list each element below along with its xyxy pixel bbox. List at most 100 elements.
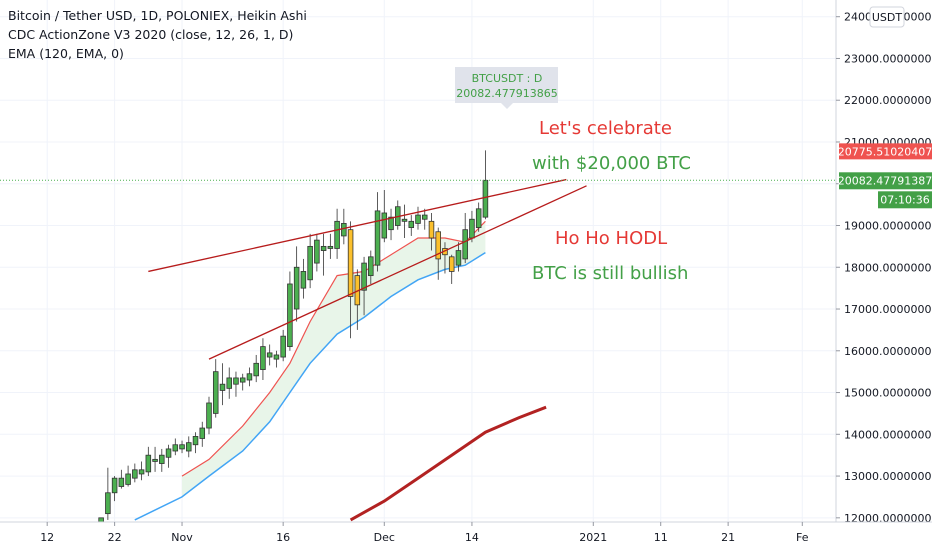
candle[interactable]: [475, 202, 482, 232]
candle[interactable]: [347, 221, 354, 339]
candle[interactable]: [368, 250, 374, 284]
candle-body: [105, 492, 111, 515]
candle[interactable]: [212, 359, 219, 418]
candle[interactable]: [361, 256, 367, 316]
candle[interactable]: [159, 448, 165, 472]
candle[interactable]: [428, 212, 435, 251]
trendline[interactable]: [208, 185, 587, 360]
candle-body: [293, 266, 300, 310]
candle-body: [219, 383, 226, 391]
x-tick-label: 12: [40, 531, 54, 544]
candle[interactable]: [266, 344, 273, 366]
candle-body: [287, 283, 293, 348]
candle-body: [118, 477, 125, 487]
candle[interactable]: [206, 396, 212, 435]
candle-body: [132, 469, 138, 479]
candle-body: [381, 212, 388, 239]
upper-price-tag: 20775.51020407: [838, 143, 932, 160]
candle[interactable]: [401, 204, 408, 239]
candle[interactable]: [395, 200, 401, 230]
candle[interactable]: [300, 258, 307, 299]
candle[interactable]: [179, 440, 185, 454]
candle[interactable]: [253, 354, 259, 383]
candle-body: [98, 517, 104, 523]
candle-body: [206, 402, 212, 429]
candle-body: [300, 271, 307, 289]
upper-price-label: 20775.51020407: [838, 145, 932, 158]
currency-button[interactable]: USDT: [869, 6, 905, 28]
x-tick-label: 2021: [579, 531, 607, 544]
legend-indicator-actionzone[interactable]: CDC ActionZone V3 2020 (close, 12, 26, 1…: [8, 27, 294, 42]
tooltip-value: 20082.477913865: [456, 87, 557, 100]
y-tick-label: 17000.00000000: [844, 303, 932, 316]
candle[interactable]: [334, 208, 340, 259]
candle[interactable]: [125, 465, 131, 487]
legend-indicator-ema[interactable]: EMA (120, EMA, 0): [8, 46, 124, 61]
candle[interactable]: [280, 329, 286, 362]
candle[interactable]: [287, 271, 293, 351]
candle[interactable]: [421, 208, 428, 230]
candle[interactable]: [388, 208, 394, 241]
candle[interactable]: [307, 233, 313, 289]
candle[interactable]: [320, 233, 327, 276]
candle-body: [469, 218, 475, 239]
candle[interactable]: [138, 461, 145, 481]
candle[interactable]: [239, 373, 246, 391]
candle[interactable]: [408, 215, 415, 236]
candle[interactable]: [132, 463, 138, 483]
candle-body: [388, 216, 394, 231]
candle-body: [475, 208, 482, 228]
candles[interactable]: [98, 150, 489, 525]
candle[interactable]: [219, 363, 226, 406]
candle[interactable]: [482, 150, 489, 220]
trendline[interactable]: [148, 178, 567, 273]
candle[interactable]: [246, 367, 253, 387]
candle[interactable]: [374, 192, 381, 272]
candle[interactable]: [462, 212, 468, 264]
candle[interactable]: [415, 206, 421, 230]
ema-120-line: [349, 405, 547, 522]
candle[interactable]: [381, 190, 388, 243]
y-tick-label: 23000.00000000: [844, 52, 932, 65]
candle-body: [361, 262, 367, 291]
candle-body: [401, 218, 408, 222]
candle[interactable]: [118, 469, 125, 489]
x-tick-label: 16: [276, 531, 290, 544]
candle-body: [192, 435, 199, 446]
candle-body: [462, 229, 468, 260]
candle[interactable]: [172, 438, 179, 456]
candle[interactable]: [233, 371, 239, 397]
candle-body: [199, 427, 206, 439]
candle[interactable]: [327, 233, 334, 259]
candle[interactable]: [293, 246, 300, 322]
candle[interactable]: [341, 208, 347, 245]
candle[interactable]: [448, 254, 455, 284]
candle[interactable]: [152, 446, 158, 472]
trendlines[interactable]: [148, 178, 587, 360]
candle[interactable]: [105, 467, 111, 520]
candle[interactable]: [186, 436, 192, 458]
candle[interactable]: [273, 350, 280, 368]
candle[interactable]: [111, 476, 118, 502]
legend-symbol[interactable]: Bitcoin / Tether USD, 1D, POLONIEX, Heik…: [8, 8, 307, 23]
candle[interactable]: [314, 233, 320, 272]
candle[interactable]: [165, 444, 172, 468]
candle[interactable]: [199, 421, 206, 447]
candle-body: [327, 245, 334, 249]
candle[interactable]: [145, 446, 152, 477]
current-price-tag: 20082.47791387: [838, 172, 932, 190]
time-axis[interactable]: 12 22 Nov 16 Dec 14 2021 11 21 Fe: [40, 522, 809, 544]
candle[interactable]: [455, 242, 462, 272]
currency-button-label: USDT: [872, 11, 903, 24]
candle[interactable]: [192, 432, 199, 454]
y-tick-label: 13000.00000000: [844, 470, 932, 483]
ema-lines: [134, 220, 547, 522]
y-tick-label: 18000.00000000: [844, 261, 932, 274]
countdown-label: 07:10:36: [880, 193, 929, 206]
candle-body: [334, 220, 340, 249]
candle[interactable]: [226, 367, 232, 399]
candle-body: [482, 179, 489, 218]
candle[interactable]: [260, 338, 266, 381]
candle-body: [266, 352, 273, 358]
